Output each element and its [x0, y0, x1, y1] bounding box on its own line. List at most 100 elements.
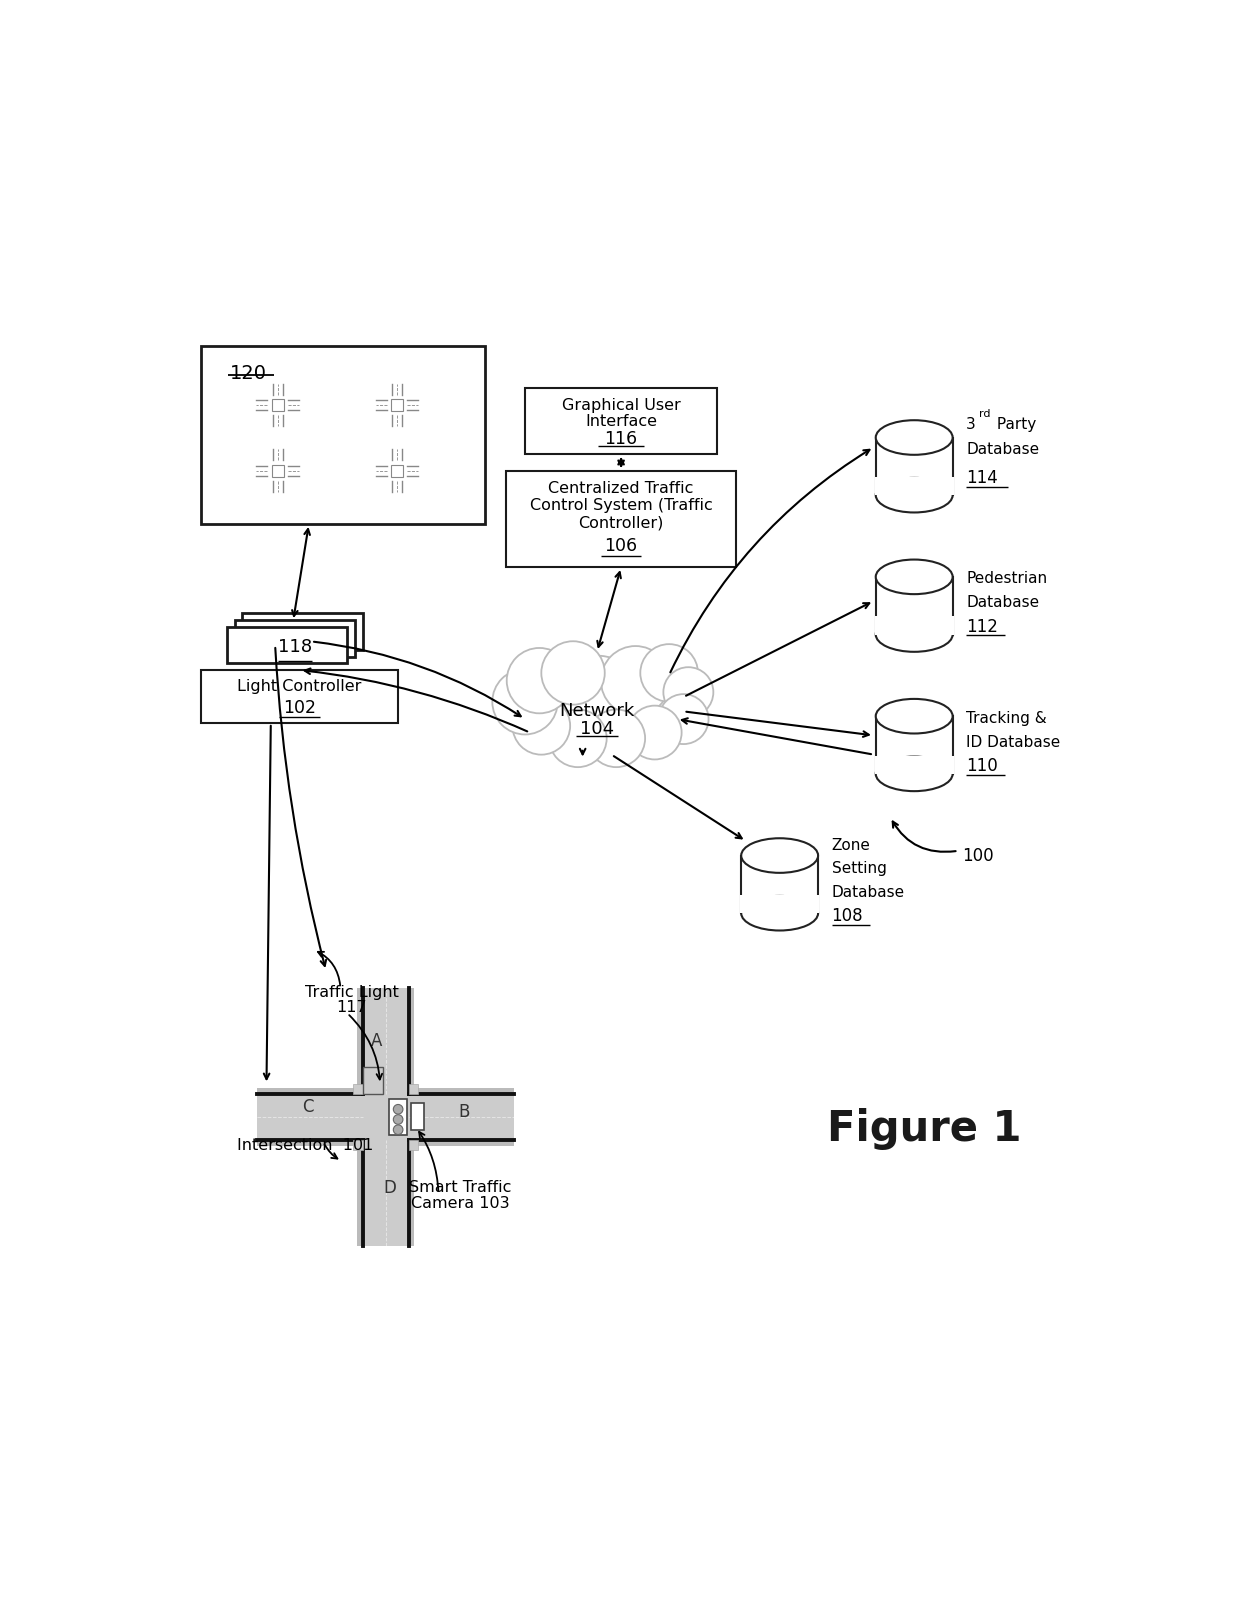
Ellipse shape — [875, 560, 952, 595]
Text: 104: 104 — [580, 720, 614, 737]
Bar — [409, 1140, 418, 1150]
Circle shape — [640, 644, 698, 702]
Bar — [742, 855, 818, 913]
Text: 100: 100 — [962, 846, 994, 865]
Text: D: D — [384, 1178, 397, 1196]
Circle shape — [627, 705, 682, 760]
Bar — [227, 627, 347, 664]
Bar — [243, 614, 362, 649]
Text: Smart Traffic: Smart Traffic — [409, 1180, 512, 1194]
Text: Setting: Setting — [832, 862, 887, 876]
Circle shape — [551, 656, 644, 748]
Text: Graphical User: Graphical User — [562, 398, 681, 413]
Bar — [410, 1103, 424, 1130]
Ellipse shape — [875, 617, 952, 652]
Text: Traffic Light: Traffic Light — [305, 985, 399, 999]
Text: 112: 112 — [966, 617, 998, 636]
Bar — [874, 477, 954, 496]
Circle shape — [663, 667, 713, 718]
Bar — [874, 616, 954, 635]
Text: ID Database: ID Database — [966, 734, 1060, 750]
Circle shape — [588, 710, 645, 768]
Bar — [257, 1140, 362, 1146]
Ellipse shape — [742, 838, 818, 873]
Circle shape — [549, 710, 606, 768]
Text: B: B — [458, 1103, 470, 1121]
Text: Control System (Traffic: Control System (Traffic — [529, 499, 713, 513]
Bar — [409, 1140, 515, 1146]
Text: Pedestrian: Pedestrian — [966, 571, 1048, 587]
Text: Database: Database — [966, 441, 1039, 457]
Bar — [409, 1094, 515, 1140]
Text: 106: 106 — [605, 537, 637, 555]
Bar — [391, 465, 403, 477]
Text: Controller): Controller) — [578, 515, 663, 531]
Circle shape — [393, 1115, 403, 1124]
Text: 114: 114 — [966, 469, 998, 486]
Bar — [201, 347, 485, 524]
Circle shape — [658, 694, 708, 744]
Bar — [409, 1087, 515, 1094]
Bar — [740, 895, 820, 913]
Text: 120: 120 — [229, 363, 267, 382]
Text: 108: 108 — [832, 907, 863, 926]
Bar — [362, 1140, 409, 1246]
Text: Camera 103: Camera 103 — [412, 1196, 510, 1210]
Text: 102: 102 — [283, 699, 316, 716]
Ellipse shape — [875, 699, 952, 734]
Bar — [409, 1084, 418, 1094]
Bar — [875, 577, 952, 635]
Bar — [874, 756, 954, 774]
Bar — [353, 1084, 362, 1094]
Ellipse shape — [875, 478, 952, 512]
Text: 117: 117 — [337, 999, 367, 1015]
Text: Intersection  101: Intersection 101 — [237, 1138, 373, 1153]
Circle shape — [393, 1126, 403, 1135]
Bar — [257, 1087, 362, 1094]
Circle shape — [507, 648, 572, 713]
Circle shape — [492, 668, 558, 734]
Text: 118: 118 — [278, 638, 312, 656]
Text: 116: 116 — [605, 430, 637, 448]
Bar — [362, 988, 409, 1094]
Bar — [357, 988, 362, 1094]
Bar — [357, 1140, 362, 1246]
Text: Party: Party — [992, 417, 1037, 432]
Ellipse shape — [875, 756, 952, 792]
Bar — [506, 472, 737, 568]
Circle shape — [512, 697, 570, 755]
Text: Tracking &: Tracking & — [966, 710, 1047, 726]
Bar — [409, 988, 414, 1094]
Bar — [875, 716, 952, 774]
Bar — [389, 1099, 407, 1135]
Ellipse shape — [742, 895, 818, 931]
Text: 3: 3 — [966, 417, 976, 432]
Bar — [272, 465, 284, 477]
Text: Figure 1: Figure 1 — [827, 1108, 1021, 1150]
Bar — [391, 398, 403, 411]
Text: Network: Network — [559, 702, 635, 721]
Bar — [875, 438, 952, 496]
Bar — [234, 620, 355, 657]
Bar — [525, 389, 717, 454]
Text: Interface: Interface — [585, 414, 657, 429]
Text: Database: Database — [832, 884, 905, 900]
Circle shape — [601, 646, 670, 715]
Text: C: C — [301, 1099, 314, 1116]
Text: Light Controller: Light Controller — [237, 680, 362, 694]
Text: rd: rd — [978, 409, 990, 419]
Bar — [353, 1140, 362, 1150]
Circle shape — [393, 1105, 403, 1115]
Circle shape — [542, 641, 605, 705]
Bar — [409, 1140, 414, 1246]
Bar — [272, 398, 284, 411]
Bar — [362, 1067, 383, 1094]
Text: A: A — [371, 1031, 382, 1051]
Text: Database: Database — [966, 595, 1039, 611]
Text: 110: 110 — [966, 758, 998, 776]
Bar — [201, 670, 398, 723]
Bar — [362, 1094, 409, 1140]
Text: Zone: Zone — [832, 838, 870, 854]
Text: Centralized Traffic: Centralized Traffic — [548, 481, 693, 496]
Bar — [257, 1094, 362, 1140]
